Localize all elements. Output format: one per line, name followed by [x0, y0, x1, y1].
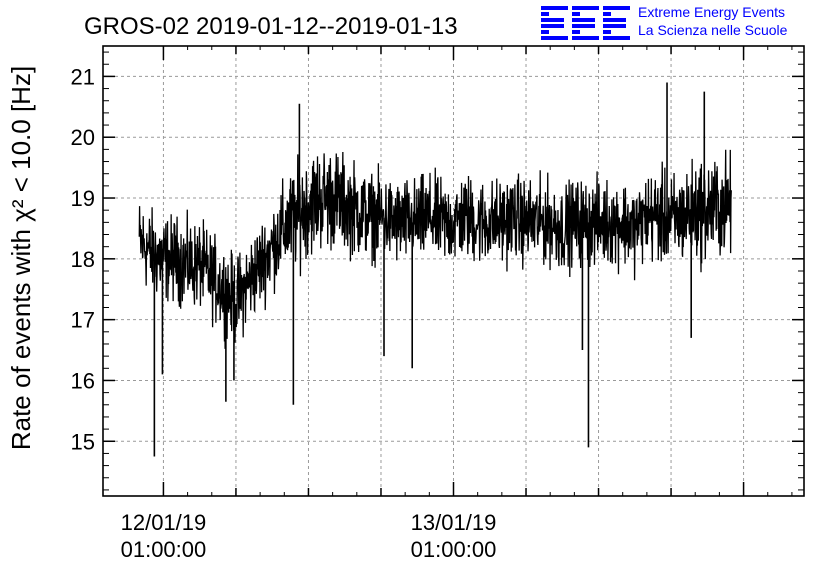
y-tick-label: 18: [71, 247, 95, 272]
x-tick-label-time: 01:00:00: [121, 537, 207, 562]
eee-letter-stripe: [541, 6, 568, 10]
eee-letter-stripe: [603, 30, 611, 34]
eee-letter-stripe: [572, 30, 580, 34]
y-tick-label: 15: [71, 429, 95, 454]
chart-title: GROS-02 2019-01-12--2019-01-13: [84, 13, 458, 40]
x-tick-label-time: 01:00:00: [411, 537, 497, 562]
y-tick-label: 19: [71, 186, 95, 211]
y-axis-label: Rate of events with χ² < 10.0 [Hz]: [6, 66, 36, 450]
eee-letter-stripe: [572, 24, 595, 28]
eee-letter-stripe: [572, 6, 599, 10]
eee-letter-stripe: [603, 36, 630, 40]
eee-letter-stripe: [572, 18, 595, 22]
y-tick-label: 21: [71, 64, 95, 89]
eee-letter-stripe: [541, 12, 549, 16]
eee-letter-stripe: [603, 6, 630, 10]
grid-lines: [103, 46, 804, 496]
rate-spikes: [153, 82, 706, 457]
eee-letter-stripe: [603, 12, 611, 16]
x-tick-label-date: 13/01/19: [411, 510, 497, 535]
y-tick-labels: 15 16 17 18 19 20 21: [71, 64, 95, 454]
eee-caption-line1: Extreme Energy Events: [638, 4, 786, 20]
eee-letter-stripe: [541, 18, 564, 22]
eee-logo-mark: [541, 6, 630, 40]
eee-logo: [541, 2, 633, 44]
rate-series-line: [138, 149, 732, 349]
y-tick-label: 17: [71, 308, 95, 333]
eee-caption-line2: La Scienza nelle Scuole: [638, 22, 788, 38]
y-tick-label: 20: [71, 125, 95, 150]
eee-letter-stripe: [572, 12, 580, 16]
eee-letter-stripe: [603, 18, 626, 22]
y-tick-label: 16: [71, 368, 95, 393]
eee-letter-stripe: [572, 36, 599, 40]
x-tick-label-date: 12/01/19: [121, 510, 207, 535]
eee-letter-stripe: [541, 36, 568, 40]
plot-frame: [102, 45, 805, 497]
eee-letter-stripe: [603, 24, 626, 28]
eee-letter-stripe: [541, 30, 549, 34]
eee-letter-stripe: [541, 24, 564, 28]
eee-caption: Extreme Energy Events La Scienza nelle S…: [638, 3, 787, 39]
